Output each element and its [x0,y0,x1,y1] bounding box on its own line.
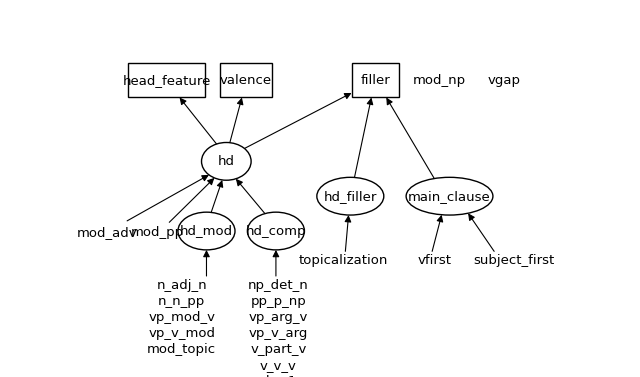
Text: mod_pp: mod_pp [131,226,184,239]
Text: head_feature: head_feature [123,74,211,87]
Text: hd_filler: hd_filler [324,190,377,203]
Text: pp_p_np: pp_p_np [250,295,307,308]
Text: hd_mod: hd_mod [180,225,233,238]
Ellipse shape [248,212,305,250]
Text: valence: valence [220,74,272,87]
Text: np_det_n: np_det_n [248,279,308,292]
Text: subject_first: subject_first [474,254,555,267]
Text: hd: hd [218,155,235,168]
Text: mod_topic: mod_topic [147,343,216,356]
Ellipse shape [406,177,493,215]
Text: vp_v_arg: vp_v_arg [249,327,308,340]
FancyBboxPatch shape [220,63,272,98]
FancyBboxPatch shape [129,63,205,98]
Text: vgap: vgap [488,74,520,87]
Text: filler: filler [360,74,390,87]
Text: v_part_v: v_part_v [250,343,307,356]
Text: vp_arg_v: vp_arg_v [249,311,308,324]
Text: v_v_v: v_v_v [260,359,297,372]
Text: vfirst: vfirst [418,254,452,267]
Text: vp_mod_v: vp_mod_v [148,311,215,324]
FancyBboxPatch shape [351,63,399,98]
Text: mod_adv: mod_adv [77,226,138,239]
Ellipse shape [202,143,251,180]
Text: sbar1: sbar1 [260,375,297,377]
Text: hd_comp: hd_comp [246,225,306,238]
Text: vp_v_mod: vp_v_mod [148,327,215,340]
Text: main_clause: main_clause [408,190,491,203]
Text: topicalization: topicalization [298,254,388,267]
Text: n_adj_n: n_adj_n [156,279,207,292]
Ellipse shape [317,177,384,215]
Ellipse shape [178,212,235,250]
Text: n_n_pp: n_n_pp [158,295,205,308]
Text: mod_np: mod_np [413,74,466,87]
